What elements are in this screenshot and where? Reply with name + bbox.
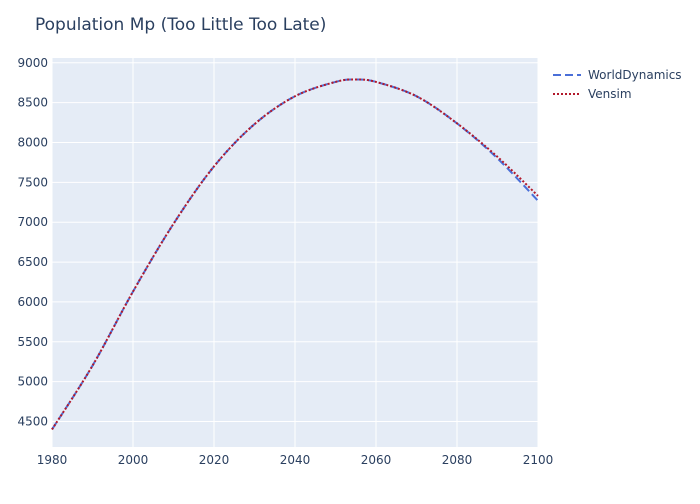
- y-tick-label: 5000: [17, 375, 48, 389]
- chart-title: Population Mp (Too Little Too Late): [35, 15, 326, 35]
- y-tick-label: 7000: [17, 215, 48, 229]
- series-line-vensim: [51, 78, 539, 430]
- legend-label-worlddynamics[interactable]: WorldDynamics: [588, 68, 682, 82]
- x-tick-label: 2100: [523, 453, 554, 467]
- y-tick-label: 5500: [17, 335, 48, 349]
- x-tick-label: 2020: [199, 453, 230, 467]
- y-tick-label: 4500: [17, 414, 48, 428]
- x-tick-label: 2040: [280, 453, 311, 467]
- x-tick-label: 2000: [118, 453, 149, 467]
- x-tick-label: 1980: [37, 453, 68, 467]
- y-tick-label: 8500: [17, 96, 48, 110]
- x-tick-label: 2080: [442, 453, 473, 467]
- y-tick-label: 7500: [17, 175, 48, 189]
- legend-label-vensim[interactable]: Vensim: [588, 87, 632, 101]
- y-tick-label: 8000: [17, 135, 48, 149]
- y-tick-label: 6000: [17, 295, 48, 309]
- y-tick-label: 9000: [17, 56, 48, 70]
- y-tick-label: 6500: [17, 255, 48, 269]
- x-tick-label: 2060: [361, 453, 392, 467]
